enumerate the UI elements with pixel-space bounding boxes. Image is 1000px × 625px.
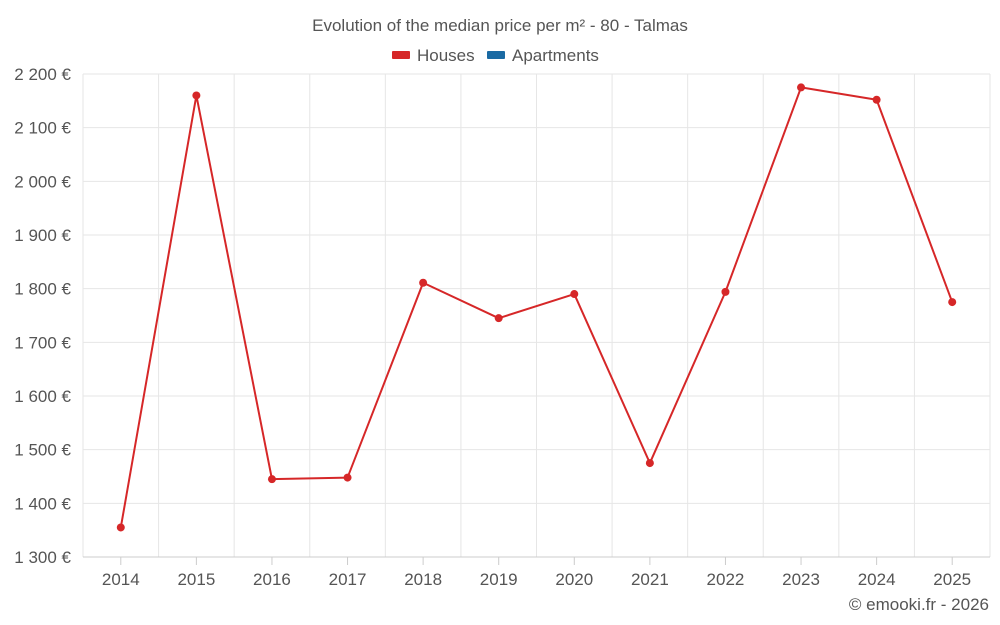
x-tick-label-2020: 2020 — [555, 570, 593, 589]
data-point-houses-2023[interactable] — [797, 83, 806, 92]
y-tick-label: 1 900 € — [14, 226, 71, 245]
legend-swatch-houses — [392, 51, 410, 59]
x-tick-label-2016: 2016 — [253, 570, 291, 589]
data-point-houses-2016[interactable] — [267, 475, 276, 484]
y-tick-label: 1 400 € — [14, 494, 71, 513]
legend-item-houses[interactable]: Houses — [392, 46, 475, 65]
plot-area — [116, 83, 957, 532]
x-tick-label-2017: 2017 — [329, 570, 367, 589]
data-point-houses-2015[interactable] — [192, 91, 201, 100]
data-point-houses-2019[interactable] — [494, 314, 503, 323]
y-tick-label: 2 000 € — [14, 172, 71, 191]
y-tick-label: 1 800 € — [14, 280, 71, 299]
x-tick-label-2014: 2014 — [102, 570, 140, 589]
data-point-houses-2022[interactable] — [721, 287, 730, 296]
data-point-houses-2025[interactable] — [948, 298, 957, 307]
x-tick-label-2015: 2015 — [177, 570, 215, 589]
data-point-houses-2024[interactable] — [872, 95, 881, 104]
y-tick-label: 2 200 € — [14, 65, 71, 84]
x-tick-label-2024: 2024 — [858, 570, 896, 589]
x-tick-label-2018: 2018 — [404, 570, 442, 589]
grid — [82, 73, 991, 557]
y-tick-label: 1 300 € — [14, 548, 71, 567]
series-line-houses — [119, 86, 954, 528]
x-tick-label-2022: 2022 — [707, 570, 745, 589]
data-point-houses-2020[interactable] — [570, 290, 579, 299]
data-point-houses-2021[interactable] — [645, 459, 654, 468]
data-point-houses-2018[interactable] — [419, 278, 428, 287]
legend: Houses Apartments — [392, 46, 599, 65]
x-tick-label-2021: 2021 — [631, 570, 669, 589]
legend-label-houses: Houses — [417, 46, 475, 65]
data-point-houses-2014[interactable] — [116, 523, 125, 532]
axes: 1 300 € 1 400 € 1 500 € 1 600 € 1 700 € 1 800… — [14, 65, 990, 589]
data-point-houses-2017[interactable] — [343, 473, 352, 482]
y-tick-label: 1 700 € — [14, 333, 71, 352]
chart-title: Evolution of the median price per m² - 8… — [312, 16, 688, 35]
y-tick-label: 2 100 € — [14, 119, 71, 138]
y-tick-label: 1 600 € — [14, 387, 71, 406]
legend-item-apartments[interactable]: Apartments — [487, 46, 599, 65]
x-tick-label-2023: 2023 — [782, 570, 820, 589]
x-tick-label-2025: 2025 — [933, 570, 971, 589]
x-tick-label-2019: 2019 — [480, 570, 518, 589]
credit-text: © emooki.fr - 2026 — [849, 595, 989, 614]
legend-swatch-apartments — [487, 51, 505, 59]
y-tick-label: 1 500 € — [14, 441, 71, 460]
legend-label-apartments: Apartments — [512, 46, 599, 65]
